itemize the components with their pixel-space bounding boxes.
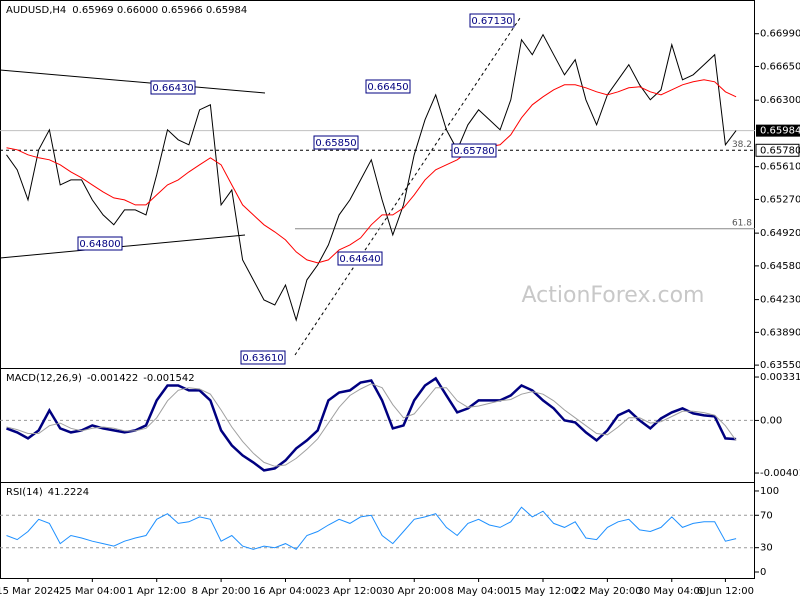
series-line: [6, 506, 737, 550]
series-line: [6, 383, 737, 467]
y-tick-label: 0.65610: [760, 162, 800, 173]
chart-title: AUDUSD,H4: [6, 5, 66, 16]
fib-label: 38.2: [732, 140, 752, 150]
x-tick-label: 8 Apr 20:00: [192, 586, 251, 597]
trendline: [0, 69, 266, 94]
x-tick-label: 25 Mar 04:00: [59, 586, 126, 597]
price-tag-label: 0.65780: [760, 145, 800, 156]
annotation-box: [469, 13, 515, 28]
pane-value: -0.001542: [143, 373, 194, 384]
y-tick-label: 0.65270: [760, 194, 800, 205]
annotation-box: [313, 135, 359, 150]
pane-value: -0.001422: [87, 373, 138, 384]
watermark: ActionForex.com: [522, 283, 705, 308]
y-tick-label: 0.66990: [760, 29, 800, 40]
x-tick-label: 16 Apr 04:00: [253, 586, 318, 597]
y-tick-label: -0.004016: [760, 468, 800, 479]
y-tick-label: 0.66300: [760, 95, 800, 106]
price-tag: [756, 124, 800, 137]
series-line: [6, 33, 737, 322]
annotation-box: [337, 251, 383, 266]
annotation-label: 0.65850: [315, 138, 356, 149]
macd-header: MACD(12,26,9) -0.001422 -0.001542: [6, 373, 195, 384]
y-tick-label: 0.63550: [760, 360, 800, 371]
y-tick-label: 0.64230: [760, 295, 800, 306]
x-tick-label: 15 Mar 2024: [0, 586, 60, 597]
pane-title: RSI(14): [6, 487, 43, 498]
annotation-label: 0.63610: [242, 353, 283, 364]
y-tick-label: 0: [760, 567, 766, 578]
y-tick-label: 0.00: [760, 415, 782, 426]
pane-title: MACD(12,26,9): [6, 373, 82, 384]
price-tag: [755, 143, 800, 157]
rsi-header: RSI(14) 41.2224: [6, 487, 89, 498]
trendline: [294, 17, 521, 356]
y-tick-label: 0.63890: [760, 327, 800, 338]
annotation-box: [77, 236, 123, 251]
y-tick-label: 70: [760, 510, 773, 521]
header: AUDUSD,H4 0.65969 0.66000 0.65966 0.65984: [6, 5, 247, 16]
annotation-box: [365, 79, 411, 94]
chart-subtitle: 0.65969 0.66000 0.65966 0.65984: [72, 5, 247, 16]
annotation-label: 0.66450: [367, 82, 408, 93]
x-tick-label: 30 Apr 20:00: [382, 586, 447, 597]
x-tick-label: 8 May 04:00: [448, 586, 510, 597]
annotation-label: 0.65780: [453, 146, 494, 157]
x-tick-label: 1 Apr 12:00: [127, 586, 186, 597]
y-tick-label: 30: [760, 543, 773, 554]
annotation-label: 0.64800: [79, 239, 120, 250]
y-tick-label: 0.64580: [760, 261, 800, 272]
fib-label: 61.8: [732, 218, 752, 228]
x-tick-label: 22 May 20:00: [573, 586, 642, 597]
annotation-box: [150, 80, 196, 95]
annotation-label: 0.66430: [152, 83, 193, 94]
series-line: [6, 79, 737, 264]
price-tag-label: 0.65984: [760, 126, 800, 137]
annotation-box: [451, 143, 497, 158]
x-tick-label: 6 Jun 12:00: [697, 586, 754, 597]
y-tick-label: 0.64920: [760, 228, 800, 239]
x-tick-label: 15 May 12:00: [509, 586, 578, 597]
y-tick-label: 0.66650: [760, 61, 800, 72]
y-tick-label: 0.003313: [760, 372, 800, 383]
annotation-label: 0.64640: [339, 254, 380, 265]
annotation-box: [240, 350, 286, 365]
y-tick-label: 100: [760, 486, 779, 497]
x-tick-label: 23 Apr 12:00: [317, 586, 382, 597]
series-line: [6, 376, 737, 472]
annotation-label: 0.67130: [471, 16, 512, 27]
pane-value: 41.2224: [48, 487, 89, 498]
x-tick-label: 30 May 04:00: [637, 586, 706, 597]
